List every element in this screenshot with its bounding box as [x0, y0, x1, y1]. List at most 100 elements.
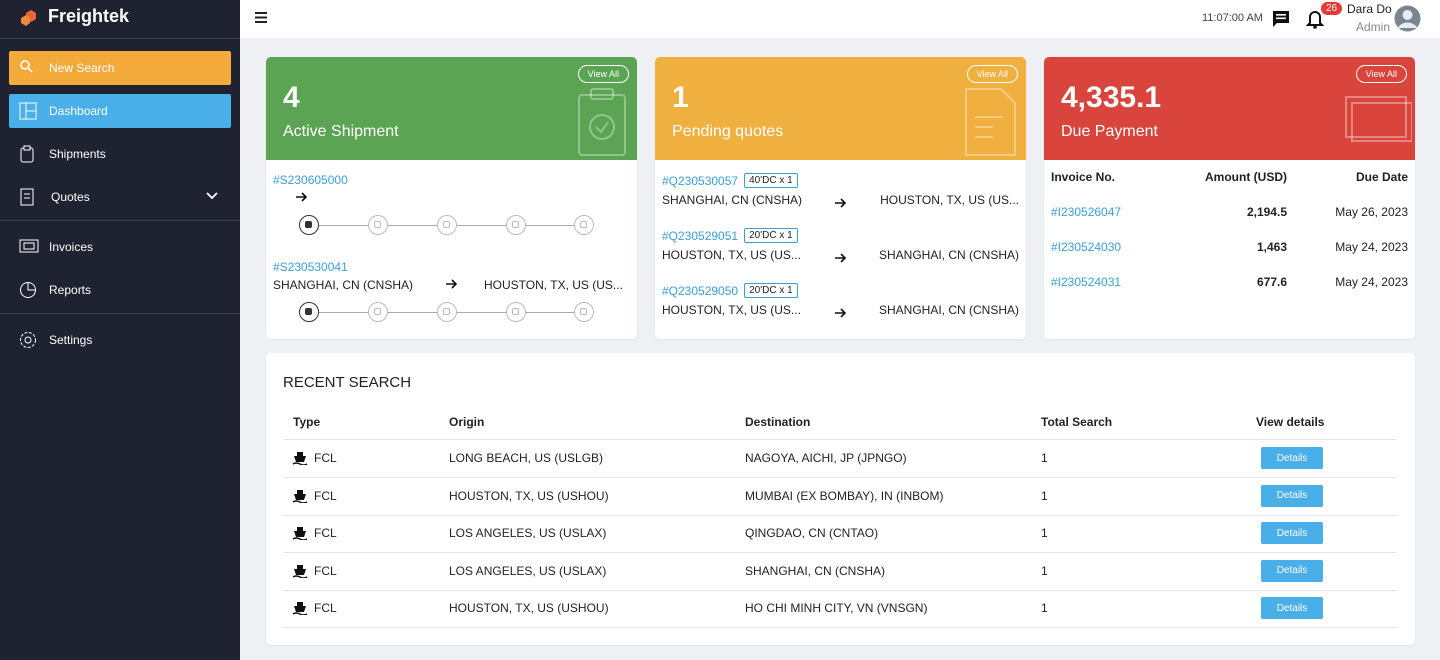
total-search: 1 [1041, 601, 1048, 615]
shipment-link[interactable]: #S230605000 [273, 173, 348, 187]
invoice-link[interactable]: #I230524031 [1051, 275, 1122, 289]
details-button[interactable]: Details [1261, 522, 1323, 544]
nav-label: Shipments [49, 147, 106, 161]
card-title: Pending quotes [672, 123, 784, 140]
nav-label: Quotes [51, 190, 90, 204]
destination: QINGDAO, CN (CNTAO) [745, 526, 879, 540]
clock: 11:07:00 AM [1202, 12, 1263, 24]
column-header: Amount (USD) [1205, 170, 1287, 184]
view-all-button[interactable]: View All [1355, 65, 1407, 83]
quote-id-row: #Q230529051 20'DC x 1 [662, 228, 798, 243]
details-button[interactable]: Details [1261, 447, 1323, 469]
bell-button[interactable] [1306, 9, 1324, 29]
amount: 2,194.5 [1246, 205, 1287, 219]
view-all-button[interactable]: View All [577, 65, 629, 83]
recent-search-panel: RECENT SEARCH Type Origin Destination Total… [266, 353, 1415, 645]
shipment-tracker [299, 215, 594, 235]
avatar[interactable] [1394, 5, 1421, 32]
panel-title: RECENT SEARCH [283, 374, 412, 391]
destination: SHANGHAI, CN (CNSHA) [878, 248, 1019, 262]
ship-icon [292, 601, 308, 616]
nav-item[interactable]: Dashboard [9, 94, 231, 128]
nav-item[interactable]: Settings [9, 323, 231, 357]
view-all-button[interactable]: View All [966, 65, 1018, 83]
origin: LONG BEACH, US (USLGB) [449, 451, 604, 465]
column-header: Due Date [1355, 170, 1408, 184]
column-header: Total Search [1041, 415, 1113, 429]
nav-label: New Search [49, 61, 115, 75]
nav-item[interactable]: Reports [9, 273, 231, 307]
card-header: 1 Pending quotes View All [655, 57, 1026, 160]
column-header: View details [1256, 415, 1325, 429]
divider [283, 477, 1397, 478]
card-icon [965, 88, 1016, 156]
arrow [835, 250, 847, 263]
quote-link[interactable]: #Q230529051 [662, 228, 739, 243]
details-button[interactable]: Details [1261, 597, 1323, 619]
details-button[interactable]: Details [1261, 484, 1323, 507]
divider [283, 439, 1397, 440]
total-search: 1 [1041, 526, 1048, 540]
destination: SHANGHAI, CN (CNSHA) [878, 303, 1019, 317]
divider [283, 627, 1397, 628]
card-count: 1 [672, 81, 689, 114]
column-header: Origin [449, 415, 485, 429]
due-date: May 24, 2023 [1335, 240, 1408, 254]
ship-icon [292, 489, 308, 504]
origin: SHANGHAI, CN (CNSHA) [273, 278, 414, 292]
amount: 1,463 [1256, 240, 1287, 254]
quote-link[interactable]: #Q230529050 [662, 283, 739, 298]
divider [283, 552, 1397, 553]
card-count: 4 [283, 81, 300, 114]
type: FCL [314, 601, 337, 615]
arrow [835, 305, 847, 318]
destination: HOUSTON, TX, US (US... [880, 193, 1019, 207]
origin: HOUSTON, TX, US (USHOU) [449, 601, 609, 615]
card-icon [1345, 96, 1412, 142]
total-search: 1 [1041, 488, 1048, 503]
menu-button[interactable] [255, 12, 267, 23]
user-name: Dara Do [1347, 2, 1392, 16]
invoice-link[interactable]: #I230524030 [1051, 240, 1122, 254]
type: FCL [314, 526, 337, 540]
total-search: 1 [1041, 451, 1048, 465]
shipment-link[interactable]: #S230530041 [273, 260, 348, 274]
user-role: Admin [1356, 20, 1391, 34]
amount: 677.6 [1256, 275, 1287, 289]
origin: HOUSTON, TX, US (USHOU) [449, 488, 609, 503]
column-header: Destination [745, 415, 811, 429]
card-header: 4 Active Shipment View All [266, 57, 637, 160]
logo [21, 9, 36, 26]
top-bar: 11:07:00 AM 26 Dara Do Admin [240, 0, 1440, 38]
details-button[interactable]: Details [1261, 559, 1323, 582]
ship-icon [292, 526, 308, 541]
quote-link[interactable]: #Q230530057 [662, 173, 739, 188]
shipment-tracker [299, 302, 594, 322]
card-title: Active Shipment [283, 123, 399, 140]
nav-label: Dashboard [49, 104, 108, 118]
shipment-card: 4 Active Shipment View All #S230605000 #… [266, 57, 637, 339]
invoice-link[interactable]: #I230526047 [1051, 205, 1122, 219]
notification-badge: 26 [1321, 2, 1343, 15]
nav-label: Invoices [49, 240, 94, 254]
ship-icon [292, 564, 308, 579]
container-tag: 40'DC x 1 [744, 173, 798, 188]
destination: NAGOYA, AICHI, JP (JPNGO) [745, 451, 907, 465]
payment-card: 4,335.1 Due Payment View All Invoice No.… [1044, 57, 1415, 339]
separator [0, 38, 240, 39]
destination: MUMBAI (EX BOMBAY), IN (INBOM) [745, 488, 944, 503]
nav-item[interactable]: Shipments [9, 137, 231, 171]
card-title: Due Payment [1061, 123, 1158, 140]
arrow [446, 279, 458, 289]
due-date: May 24, 2023 [1335, 275, 1408, 289]
nav-item[interactable]: New Search [9, 51, 231, 85]
nav-item[interactable]: Quotes [9, 180, 231, 214]
divider [283, 589, 1397, 591]
nav-item[interactable]: Invoices [9, 230, 231, 264]
quote-id-row: #Q230529050 20'DC x 1 [662, 283, 798, 298]
chat-button[interactable] [1271, 9, 1291, 28]
column-header: Type [293, 415, 321, 429]
separator [0, 313, 240, 314]
